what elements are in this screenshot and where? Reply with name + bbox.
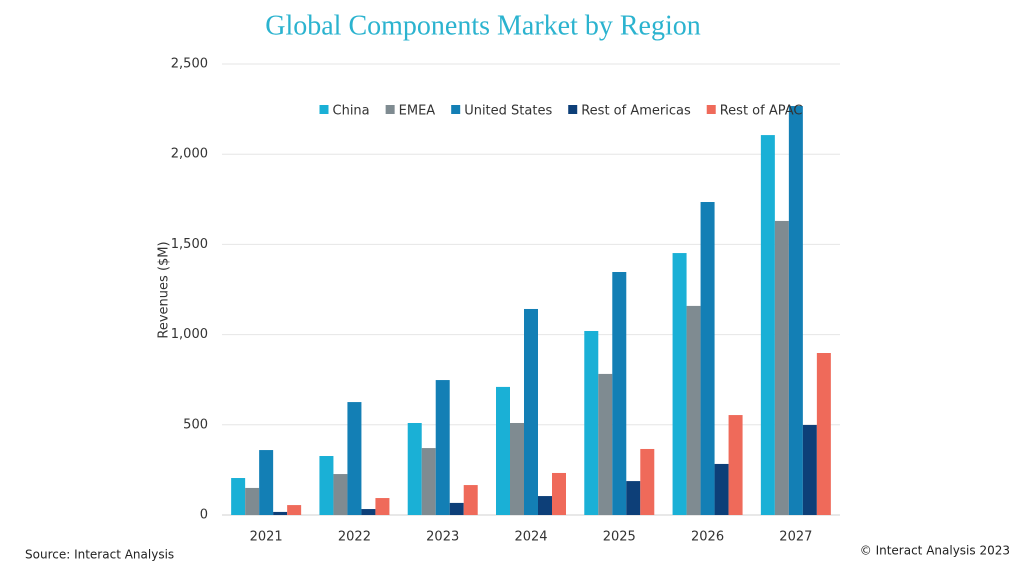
y-tick-label: 0 <box>200 508 208 523</box>
legend-label: Rest of APAC <box>720 104 803 119</box>
bar <box>407 422 422 515</box>
x-tick-label: 2021 <box>250 530 283 545</box>
x-tick-label: 2026 <box>691 530 724 545</box>
bar <box>463 485 478 515</box>
x-tick-label: 2023 <box>426 530 459 545</box>
legend-swatch <box>385 105 395 114</box>
bar <box>496 386 510 515</box>
y-axis-label: Revenues ($M) <box>157 241 172 338</box>
bar <box>361 509 376 515</box>
source-note: Source: Interact Analysis <box>25 548 174 562</box>
bar <box>802 424 817 515</box>
bar <box>672 253 687 515</box>
legend-swatch <box>319 105 329 114</box>
bar <box>788 106 803 515</box>
bar <box>375 498 390 515</box>
bar <box>686 305 701 515</box>
bar <box>231 478 246 515</box>
bar <box>319 456 334 515</box>
y-tick-label: 2,500 <box>171 57 208 72</box>
bar <box>640 448 655 515</box>
x-tick-label: 2025 <box>603 530 636 545</box>
bar <box>552 472 566 515</box>
y-tick-label: 2,000 <box>171 147 208 162</box>
x-tick-label: 2024 <box>514 530 547 545</box>
bar <box>728 415 743 515</box>
bar <box>612 272 627 515</box>
bar <box>245 487 260 515</box>
bar <box>538 496 552 515</box>
legend-label: United States <box>464 104 552 119</box>
bar <box>510 422 524 515</box>
y-tick-label: 1,000 <box>171 327 208 342</box>
bar <box>598 373 613 515</box>
legend-swatch <box>451 105 461 114</box>
bar <box>435 380 450 515</box>
bar <box>347 402 362 515</box>
bar <box>714 463 729 515</box>
bar <box>584 330 599 515</box>
legend-label: China <box>333 104 370 119</box>
bar <box>700 202 715 516</box>
bar <box>287 505 302 515</box>
x-tick-label: 2027 <box>779 530 812 545</box>
bar <box>816 353 831 515</box>
y-tick-label: 500 <box>183 417 208 432</box>
x-tick-label: 2022 <box>338 530 371 545</box>
bar <box>259 450 274 515</box>
legend-label: EMEA <box>399 104 436 119</box>
legend-swatch <box>568 105 578 114</box>
copyright-note: © Interact Analysis 2023 <box>860 544 1010 558</box>
bar <box>760 135 775 515</box>
bar <box>333 474 348 515</box>
y-tick-label: 1,500 <box>171 237 208 252</box>
bar <box>421 448 436 515</box>
bar <box>524 308 538 515</box>
bar <box>449 502 464 515</box>
legend-swatch <box>706 105 716 114</box>
legend-label: Rest of Americas <box>581 104 691 119</box>
chart-title: Global Components Market by Region <box>265 10 701 41</box>
bar <box>626 481 641 515</box>
bar <box>774 220 789 515</box>
bar <box>273 511 288 515</box>
